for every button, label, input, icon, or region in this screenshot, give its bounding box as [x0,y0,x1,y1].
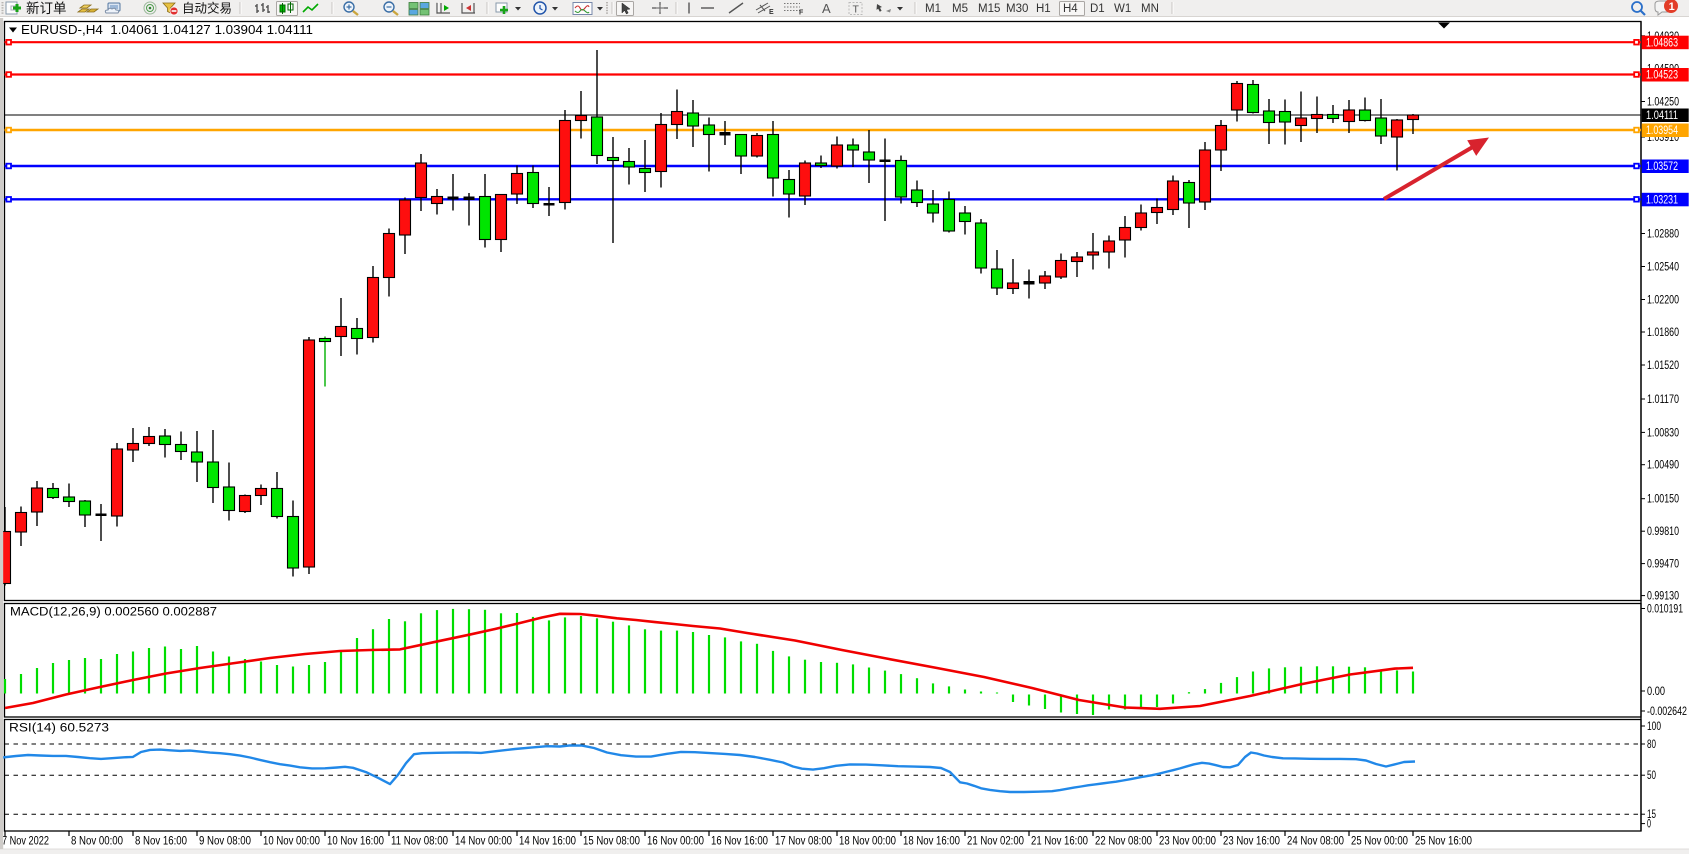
svg-text:11 Nov 08:00: 11 Nov 08:00 [391,836,448,848]
svg-text:10 Nov 00:00: 10 Nov 00:00 [263,836,320,848]
svg-text:18 Nov 00:00: 18 Nov 00:00 [839,836,896,848]
svg-text:23 Nov 16:00: 23 Nov 16:00 [1223,836,1280,848]
svg-text:25 Nov 00:00: 25 Nov 00:00 [1351,836,1408,848]
svg-text:18 Nov 16:00: 18 Nov 16:00 [903,836,960,848]
svg-text:T: T [853,4,860,16]
svg-text:15: 15 [1647,809,1656,821]
svg-text:H1: H1 [1036,3,1051,15]
svg-text:0.00: 0.00 [1647,686,1665,698]
svg-text:21 Nov 02:00: 21 Nov 02:00 [967,836,1024,848]
svg-text:MACD(12,26,9) 0.002560 0.00288: MACD(12,26,9) 0.002560 0.002887 [10,607,217,619]
svg-text:1.04111: 1.04111 [1646,110,1678,122]
svg-text:1.04863: 1.04863 [1646,37,1678,49]
svg-text:-0.002642: -0.002642 [1647,706,1687,718]
svg-text:M1: M1 [925,3,941,15]
svg-text:80: 80 [1647,739,1656,751]
svg-text:1.02880: 1.02880 [1647,229,1679,241]
svg-text:1.01860: 1.01860 [1647,327,1679,339]
svg-text:1.03572: 1.03572 [1646,161,1678,173]
svg-text:9 Nov 08:00: 9 Nov 08:00 [199,836,251,848]
svg-text:0.99470: 0.99470 [1647,559,1679,571]
svg-text:M5: M5 [952,3,968,15]
svg-text:0.99810: 0.99810 [1647,526,1679,538]
svg-text:1.04523: 1.04523 [1646,70,1678,82]
svg-text:22 Nov 08:00: 22 Nov 08:00 [1095,836,1152,848]
svg-text:100: 100 [1647,721,1661,733]
svg-text:16 Nov 00:00: 16 Nov 00:00 [647,836,704,848]
svg-text:自动交易: 自动交易 [182,1,232,16]
svg-text:MN: MN [1141,3,1159,15]
svg-text:21 Nov 16:00: 21 Nov 16:00 [1031,836,1088,848]
svg-text:1.02200: 1.02200 [1647,295,1679,307]
svg-text:14 Nov 16:00: 14 Nov 16:00 [519,836,576,848]
svg-text:14 Nov 00:00: 14 Nov 00:00 [455,836,512,848]
svg-text:50: 50 [1647,770,1656,782]
svg-text:RSI(14) 60.5273: RSI(14) 60.5273 [9,723,109,735]
svg-text:16 Nov 16:00: 16 Nov 16:00 [711,836,768,848]
svg-text:15 Nov 08:00: 15 Nov 08:00 [583,836,640,848]
svg-text:1.00830: 1.00830 [1647,427,1679,439]
svg-text:23 Nov 00:00: 23 Nov 00:00 [1159,836,1216,848]
svg-text:0.99130: 0.99130 [1647,591,1679,603]
svg-text:1.01170: 1.01170 [1647,394,1679,406]
svg-text:1.04250: 1.04250 [1647,97,1679,109]
svg-text:1.01520: 1.01520 [1647,360,1679,372]
svg-text:10 Nov 16:00: 10 Nov 16:00 [327,836,384,848]
svg-text:17 Nov 08:00: 17 Nov 08:00 [775,836,832,848]
svg-text:1.00150: 1.00150 [1647,494,1679,506]
svg-text:25 Nov 16:00: 25 Nov 16:00 [1415,836,1472,848]
svg-text:E: E [769,9,774,16]
svg-text:8 Nov 00:00: 8 Nov 00:00 [71,836,123,848]
svg-text:W1: W1 [1114,3,1131,15]
svg-text:M15: M15 [978,3,1000,15]
svg-text:A: A [822,1,831,16]
svg-text:F: F [799,10,804,17]
svg-text:M30: M30 [1006,3,1028,15]
svg-text:1.03231: 1.03231 [1646,195,1678,207]
svg-text:1.03954: 1.03954 [1646,125,1678,137]
svg-text:7 Nov 2022: 7 Nov 2022 [2,836,49,848]
svg-text:0.010191: 0.010191 [1647,604,1683,616]
svg-text:24 Nov 08:00: 24 Nov 08:00 [1287,836,1344,848]
svg-text:新订单: 新订单 [26,1,67,16]
svg-text:0: 0 [1647,819,1651,831]
svg-text:H4: H4 [1063,3,1078,15]
svg-text:1.02540: 1.02540 [1647,262,1679,274]
svg-text:D1: D1 [1090,3,1105,15]
svg-text:1: 1 [1669,1,1675,13]
svg-text:EURUSD-,H4 1.04061 1.04127 1.: EURUSD-,H4 1.04061 1.04127 1.03904 1.041… [21,23,313,37]
svg-text:1.00490: 1.00490 [1647,460,1679,472]
svg-text:8 Nov 16:00: 8 Nov 16:00 [135,836,187,848]
